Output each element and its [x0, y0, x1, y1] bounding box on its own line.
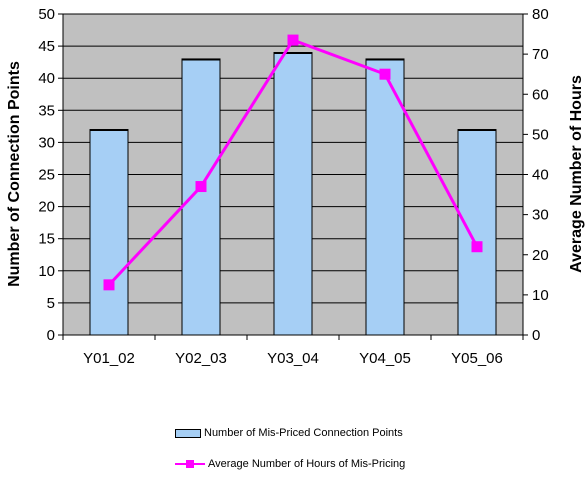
x-tick-label: Y02_03 — [175, 350, 227, 367]
legend-line-swatch — [175, 459, 205, 469]
right-tick-label: 60 — [532, 86, 549, 103]
legend-item-bars: Number of Mis-Priced Connection Points — [175, 427, 403, 439]
right-tick-label: 10 — [532, 287, 549, 304]
left-tick-label: 40 — [38, 70, 55, 87]
right-tick-label: 40 — [532, 167, 549, 184]
left-tick-label: 45 — [38, 38, 55, 55]
left-tick-label: 0 — [47, 327, 55, 344]
line-point-Y05_06 — [471, 241, 483, 253]
right-tick-label: 50 — [532, 126, 549, 143]
line-series — [103, 34, 483, 291]
x-tick-label: Y04_05 — [359, 350, 411, 367]
right-tick-label: 0 — [532, 327, 540, 344]
legend-bar-swatch — [175, 428, 201, 438]
bar-Y04_05 — [365, 58, 405, 336]
line-point-Y04_05 — [379, 68, 391, 80]
x-tick-label: Y05_06 — [451, 350, 503, 367]
left-tick-label: 30 — [38, 134, 55, 151]
legend-item-line: Average Number of Hours of Mis-Pricing — [175, 458, 405, 470]
left-axis: 0 5 10 15 20 25 30 35 40 45 50 — [38, 6, 64, 344]
right-tick-label: 70 — [532, 46, 549, 63]
left-tick-label: 5 — [47, 295, 55, 312]
left-tick-label: 35 — [38, 102, 55, 119]
right-tick-label: 20 — [532, 247, 549, 264]
left-axis-title: Number of Connection Points — [6, 61, 23, 287]
right-axis: 0 10 20 30 40 50 60 70 80 — [522, 6, 549, 344]
right-tick-label: 80 — [532, 6, 549, 23]
x-axis: Y01_02 Y02_03 Y03_04 Y04_05 Y05_06 — [62, 334, 524, 367]
bar-series — [89, 52, 497, 336]
left-tick-label: 25 — [38, 167, 55, 184]
left-tick-label: 20 — [38, 199, 55, 216]
left-tick-label: 15 — [38, 231, 55, 248]
bar-Y01_02 — [89, 129, 129, 336]
line-point-Y01_02 — [103, 279, 115, 291]
left-tick-label: 50 — [38, 6, 55, 23]
bar-Y05_06 — [457, 129, 497, 336]
legend-bar-label: Number of Mis-Priced Connection Points — [204, 427, 403, 439]
left-tick-label: 10 — [38, 263, 55, 280]
legend-line-label: Average Number of Hours of Mis-Pricing — [208, 458, 406, 470]
bar-Y02_03 — [181, 58, 221, 336]
right-axis-title: Average Number of Hours — [568, 75, 585, 273]
bar-Y03_04 — [273, 52, 313, 336]
line-point-Y03_04 — [287, 34, 299, 46]
right-tick-label: 30 — [532, 207, 549, 224]
x-tick-label: Y01_02 — [83, 350, 135, 367]
line-point-Y02_03 — [195, 181, 207, 193]
x-tick-label: Y03_04 — [267, 350, 319, 367]
